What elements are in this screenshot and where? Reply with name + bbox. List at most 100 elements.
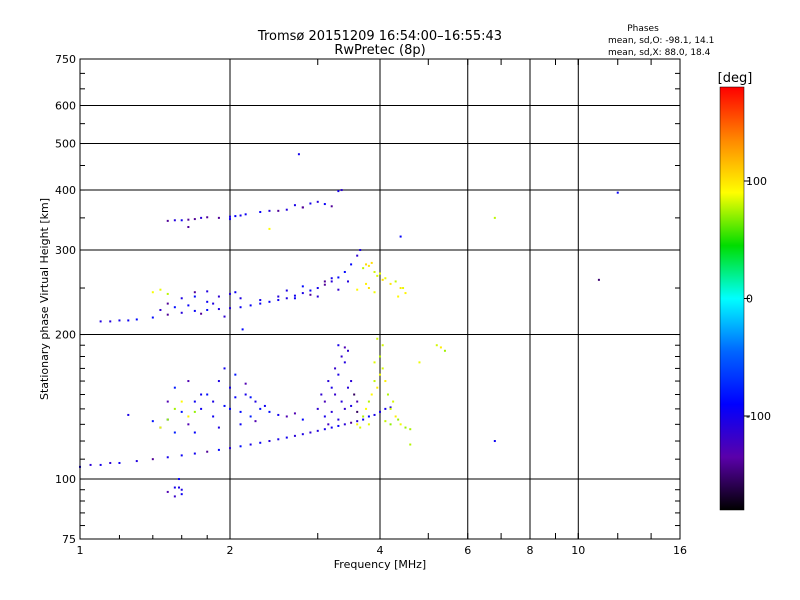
data-point — [367, 415, 370, 418]
data-point — [135, 318, 138, 321]
data-point — [254, 420, 257, 423]
data-point — [206, 308, 209, 311]
data-point — [356, 420, 359, 423]
data-point — [384, 277, 387, 280]
info-heading: Phases — [627, 24, 659, 34]
data-point — [320, 393, 323, 396]
data-point — [316, 200, 319, 203]
data-point — [327, 380, 330, 383]
x-tick-labels: 1 2 4 6 8 10 16 — [77, 544, 688, 557]
series-group — [173, 278, 600, 498]
colorbar-tick-label: 100 — [746, 175, 767, 188]
data-point — [268, 440, 271, 443]
data-point — [323, 283, 326, 286]
data-point — [277, 209, 280, 212]
data-point — [173, 306, 176, 309]
data-point — [323, 428, 326, 431]
data-point — [323, 415, 326, 418]
data-point — [187, 226, 190, 229]
series-group — [159, 337, 446, 446]
data-point — [359, 426, 362, 429]
data-point — [409, 443, 412, 446]
data-point — [365, 407, 368, 410]
data-point — [212, 415, 215, 418]
data-point — [234, 291, 237, 294]
data-point — [350, 380, 353, 383]
data-point — [301, 285, 304, 288]
data-point — [285, 297, 288, 300]
data-point — [435, 344, 438, 347]
data-point — [239, 214, 242, 217]
data-point — [367, 287, 370, 290]
data-point — [337, 190, 340, 193]
data-point — [337, 373, 340, 376]
data-point — [323, 280, 326, 283]
x-tick-label: 8 — [527, 544, 534, 557]
data-point — [337, 344, 340, 347]
y-tick-label: 200 — [55, 329, 76, 342]
data-point — [384, 380, 387, 383]
data-point — [343, 361, 346, 364]
data-point — [399, 287, 402, 290]
data-point — [379, 410, 381, 413]
data-point — [166, 456, 169, 459]
data-point — [193, 291, 196, 294]
data-point — [343, 270, 346, 273]
data-point — [193, 400, 196, 403]
data-point — [229, 292, 231, 295]
data-point — [293, 297, 296, 300]
series-group — [127, 367, 304, 493]
data-point — [241, 328, 244, 331]
data-point — [381, 344, 384, 347]
data-point — [350, 263, 353, 266]
data-point — [343, 346, 346, 349]
data-point — [301, 433, 304, 436]
data-point — [109, 461, 112, 464]
data-point — [173, 495, 176, 498]
data-point — [244, 213, 247, 216]
data-point — [239, 297, 242, 300]
data-point — [200, 407, 203, 410]
data-point — [193, 309, 196, 312]
data-point — [337, 424, 340, 427]
data-point — [389, 282, 392, 285]
info-mean-x: mean, sd,X: 88.0, 18.4 — [608, 48, 711, 58]
data-point — [343, 423, 346, 426]
data-point — [362, 267, 365, 270]
colorbar-tick-label: 0 — [746, 293, 753, 306]
data-point — [229, 215, 231, 218]
y-tick-label: 400 — [55, 184, 76, 197]
data-point — [340, 189, 343, 192]
data-point — [277, 413, 280, 416]
data-point — [180, 311, 183, 314]
data-point — [234, 396, 237, 399]
axis-ticks — [79, 58, 681, 540]
data-point — [394, 280, 397, 283]
data-point — [180, 219, 183, 222]
data-point — [206, 300, 209, 303]
data-point — [340, 400, 343, 403]
data-point — [99, 320, 102, 323]
data-point — [337, 288, 340, 291]
data-point — [293, 294, 296, 297]
data-point — [263, 404, 266, 407]
data-point — [166, 490, 169, 493]
x-tick-label: 10 — [571, 544, 585, 557]
data-point — [356, 410, 359, 413]
data-point — [173, 486, 176, 489]
data-point — [334, 367, 337, 370]
data-point — [206, 216, 209, 219]
data-point — [367, 264, 370, 267]
data-point — [384, 407, 387, 410]
data-point — [362, 415, 365, 418]
data-point — [309, 293, 312, 296]
data-point — [285, 436, 288, 439]
data-point — [173, 407, 176, 410]
chart-subtitle: RwPretec (8p) — [334, 43, 425, 58]
data-point — [285, 289, 288, 292]
data-point — [249, 396, 252, 399]
data-point — [370, 261, 373, 264]
data-point — [365, 263, 368, 266]
y-tick-label: 300 — [55, 244, 76, 257]
data-point — [151, 420, 154, 423]
